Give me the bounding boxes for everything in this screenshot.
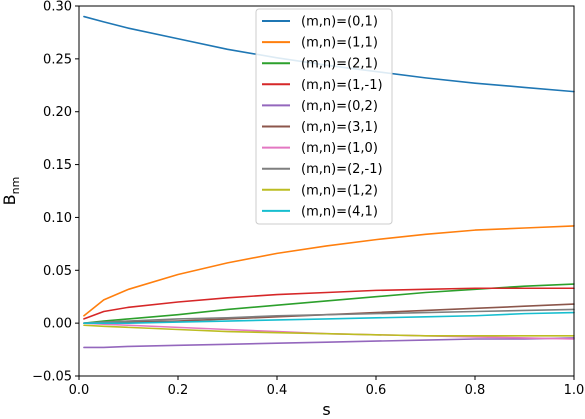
series-line-4	[83, 287, 575, 320]
series-line-10	[83, 311, 575, 324]
x-tick-label: 0.8	[465, 383, 486, 398]
series-line-2	[83, 225, 575, 317]
x-axis-label: s	[322, 400, 330, 419]
y-tick-label: 0.00	[43, 317, 72, 332]
legend-entry-label: (m,n)=(3,1)	[301, 120, 378, 135]
y-tick-label: 0.25	[43, 52, 72, 67]
series-line-9	[83, 324, 575, 337]
series-line-8	[83, 308, 575, 324]
legend-entry-label: (m,n)=(4,1)	[301, 204, 378, 219]
y-axis-label-subscript: nm	[9, 177, 22, 195]
legend-entry-label: (m,n)=(0,1)	[301, 15, 378, 30]
legend-entry-label: (m,n)=(1,1)	[301, 36, 378, 51]
y-axis-ticks: −0.05 0.00 0.05 0.10 0.15 0.20 0.25 0.30	[32, 0, 79, 385]
y-axis-label: Bnm	[0, 177, 22, 206]
x-tick-label: 1.0	[564, 383, 585, 398]
y-tick-label: −0.05	[32, 370, 72, 385]
series-line-5	[83, 337, 575, 349]
y-tick-label: 0.05	[43, 264, 72, 279]
legend-entry-label: (m,n)=(1,-1)	[301, 78, 383, 93]
legend-entry-label: (m,n)=(2,-1)	[301, 162, 383, 177]
y-tick-label: 0.20	[43, 105, 72, 120]
legend-entry-label: (m,n)=(1,0)	[301, 141, 378, 156]
x-tick-label: 0.4	[267, 383, 288, 398]
legend-entry-label: (m,n)=(2,1)	[301, 57, 378, 72]
y-axis-label-main: B	[0, 194, 19, 205]
plot-frame	[78, 5, 575, 377]
series-lines	[83, 15, 575, 349]
y-tick-label: 0.30	[43, 0, 72, 15]
legend: (m,n)=(0,1) (m,n)=(1,1) (m,n)=(2,1) (m,n)=(…	[255, 8, 393, 225]
x-tick-label: 0.6	[366, 383, 387, 398]
legend-entry-label: (m,n)=(1,2)	[301, 183, 378, 198]
x-tick-label: 0.0	[69, 383, 90, 398]
y-tick-label: 0.10	[43, 211, 72, 226]
legend-entry-label: (m,n)=(0,2)	[301, 99, 378, 114]
y-tick-label: 0.15	[43, 158, 72, 173]
x-tick-label: 0.2	[168, 383, 189, 398]
x-axis-ticks: 0.0 0.2 0.4 0.6 0.8 1.0	[69, 376, 585, 398]
